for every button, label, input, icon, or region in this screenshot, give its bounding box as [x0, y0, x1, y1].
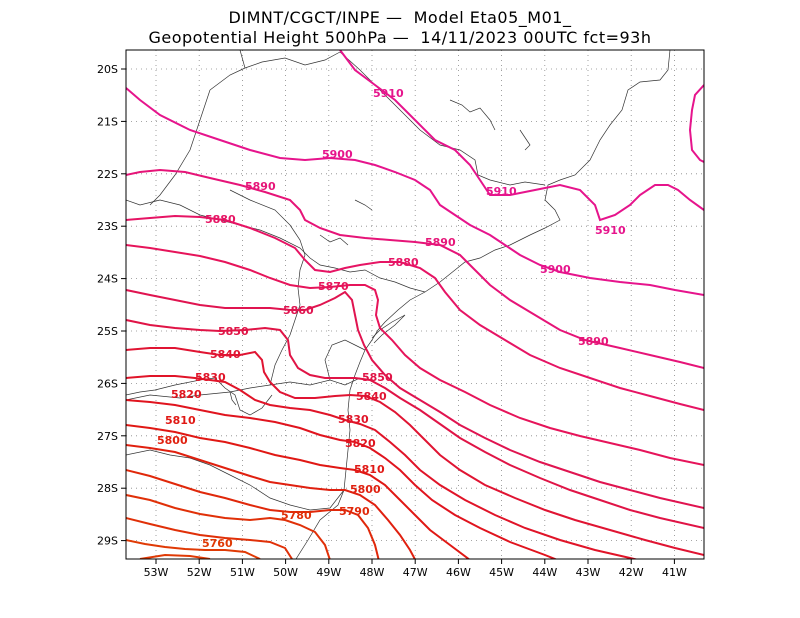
contour-lines: [126, 50, 704, 559]
contour-label: 5900: [540, 263, 571, 276]
contour-label: 5760: [202, 537, 233, 550]
contour-5850-a: [126, 319, 704, 529]
contour-label: 5850: [218, 325, 249, 338]
contour-label: 5810: [165, 414, 196, 427]
river-parana: [269, 304, 301, 386]
lon-tick-label: 47W: [403, 566, 428, 579]
contour-label: 5890: [245, 180, 276, 193]
lat-tick-label: 26S: [97, 377, 118, 390]
map-title-line1: DIMNT/CGCT/INPE — Model Eta05_M01_: [228, 8, 572, 27]
contour-5750: [139, 553, 211, 559]
contour-5810-a: [126, 424, 471, 559]
contour-label: 5850: [362, 371, 393, 384]
state-border-ms: [149, 89, 306, 306]
contour-labels: 5910 5910 5910 5900 5900 5890 5890 5890 …: [157, 87, 626, 550]
lon-tick-label: 52W: [187, 566, 212, 579]
lon-tick-label: 41W: [662, 566, 687, 579]
contour-5760-a: [126, 539, 261, 559]
contour-5890-a: [126, 168, 704, 369]
contour-5910-b: [688, 84, 704, 163]
contour-label: 5890: [578, 335, 609, 348]
contour-label: 5800: [157, 434, 188, 447]
contour-label: 5910: [373, 87, 404, 100]
lat-tick-label: 20S: [97, 63, 118, 76]
contour-5790-a: [126, 469, 380, 559]
contour-5770: [126, 517, 293, 559]
contour-label: 5910: [486, 185, 517, 198]
contour-label: 5830: [338, 413, 369, 426]
contour-5780-a: [126, 494, 331, 559]
lat-tick-label: 24S: [97, 273, 118, 286]
contour-label: 5820: [171, 388, 202, 401]
contour-label: 5830: [195, 371, 226, 384]
lon-tick-label: 45W: [489, 566, 514, 579]
state-border-sp-mg: [209, 50, 546, 186]
contour-5800-a: [126, 444, 416, 559]
contour-5880-a: [126, 214, 704, 411]
lat-tick-label: 25S: [97, 325, 118, 338]
lon-tick-label: 48W: [360, 566, 385, 579]
contour-label: 5780: [281, 509, 312, 522]
contour-label: 5900: [322, 148, 353, 161]
contour-5840-a: [126, 347, 704, 556]
state-border-sp-pr: [126, 199, 426, 293]
map-title-line2: Geopotential Height 500hPa — 14/11/2023 …: [148, 28, 652, 47]
state-border-sc-rs: [126, 449, 345, 511]
lon-tick-label: 53W: [144, 566, 169, 579]
lat-tick-label: 21S: [97, 115, 118, 128]
contour-label: 5880: [388, 256, 419, 269]
lon-tick-label: 51W: [230, 566, 255, 579]
coastline: [295, 50, 671, 559]
lat-tick-label: 29S: [97, 535, 118, 548]
latitude-axis: 20S 21S 22S 23S 24S 25S 26S 27S 28S 29S: [97, 63, 126, 548]
contour-label: 5790: [339, 505, 370, 518]
contour-5910-a: [339, 50, 704, 222]
lat-tick-label: 28S: [97, 482, 118, 495]
longitude-axis: 53W 52W 51W 50W 49W 48W 47W 46W 45W 44W 43W 42W 41W: [144, 559, 687, 579]
map-frame: [125, 49, 705, 560]
lat-tick-label: 22S: [97, 168, 118, 181]
contour-5860-a: [126, 289, 704, 509]
contour-label: 5910: [595, 224, 626, 237]
contour-5870-a: [126, 244, 704, 466]
contour-label: 5860: [283, 304, 314, 317]
border-argentina: [126, 377, 273, 416]
lat-tick-label: 27S: [97, 430, 118, 443]
lat-tick-label: 23S: [97, 220, 118, 233]
lon-tick-label: 50W: [273, 566, 298, 579]
contour-5820-a: [126, 399, 558, 559]
paranagua-bay: [371, 314, 406, 344]
contour-5830-a: [126, 375, 639, 559]
contour-5900-a: [126, 87, 704, 296]
contour-label: 5810: [354, 463, 385, 476]
contour-label: 5800: [350, 483, 381, 496]
coastline-and-borders: [126, 50, 671, 559]
lon-tick-label: 46W: [446, 566, 471, 579]
lon-tick-label: 49W: [316, 566, 341, 579]
lon-tick-label: 43W: [576, 566, 601, 579]
contour-label: 5820: [345, 437, 376, 450]
state-border-pr-sc: [126, 339, 366, 401]
contour-label: 5870: [318, 280, 349, 293]
contour-label: 5890: [425, 236, 456, 249]
contour-label: 5880: [205, 213, 236, 226]
lon-tick-label: 44W: [532, 566, 557, 579]
contour-label: 5840: [356, 390, 387, 403]
lake-islands: [319, 99, 531, 246]
gridlines: [126, 50, 704, 559]
contour-label: 5840: [210, 348, 241, 361]
lon-tick-label: 42W: [619, 566, 644, 579]
